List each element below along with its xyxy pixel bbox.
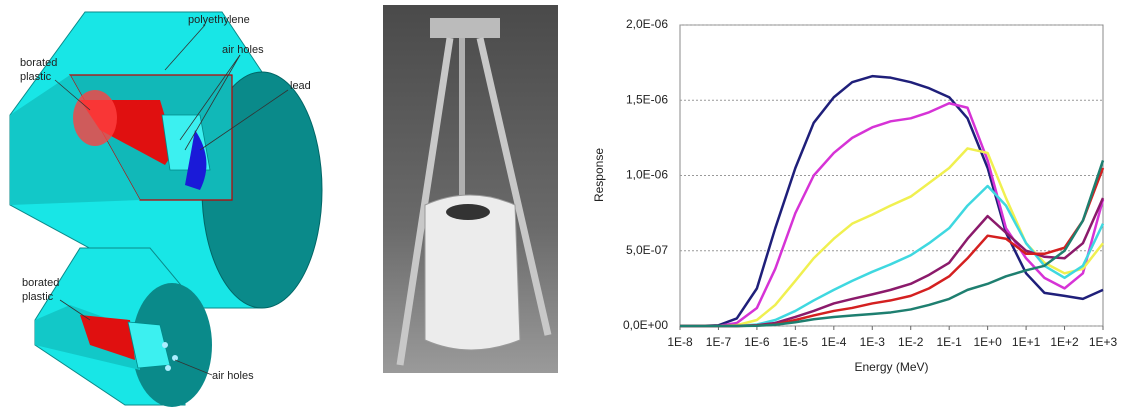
x-tick-label: 1E-4 [821, 335, 847, 349]
plot-area [679, 24, 1104, 327]
diagram-label: air holes [222, 44, 264, 56]
x-tick-label: 1E-3 [860, 335, 886, 349]
x-tick-label: 1E-1 [937, 335, 963, 349]
line-series [680, 74, 1104, 328]
x-tick-label: 1E-7 [706, 335, 732, 349]
x-tick-label: 1E+1 [1012, 335, 1041, 349]
x-axis-label: Energy (MeV) [854, 360, 928, 374]
x-tick-label: 1E+2 [1050, 335, 1079, 349]
diagram-label: plastic [20, 71, 52, 83]
y-tick-label: 5,0E-07 [626, 243, 668, 257]
y-tick-label: 0,0E+00 [623, 318, 668, 332]
diagram-label: plastic [22, 291, 54, 303]
line-series [680, 160, 1105, 328]
diagram-label: air holes [212, 370, 254, 382]
photo [383, 5, 558, 373]
line-series [680, 102, 1105, 328]
y-tick-label: 1,0E-06 [626, 168, 668, 182]
x-tick-label: 1E-2 [898, 335, 924, 349]
y-tick-label: 1,5E-06 [626, 92, 668, 106]
x-tick-label: 1E-5 [783, 335, 809, 349]
diagram-label: borated [22, 277, 59, 289]
diagram-label: lead [290, 80, 311, 92]
diagram-label: borated [20, 57, 57, 69]
x-tick-label: 1E-6 [744, 335, 770, 349]
top-drawing [9, 11, 323, 309]
diagram-label: polyethylene [188, 14, 250, 26]
x-tick-label: 1E+0 [973, 335, 1002, 349]
x-tick-label: 1E+3 [1089, 335, 1118, 349]
x-tick-label: 1E-8 [667, 335, 693, 349]
y-tick-label: 2,0E-06 [626, 17, 668, 31]
bottom-drawing [34, 247, 212, 407]
y-axis-label: Response [592, 148, 606, 202]
